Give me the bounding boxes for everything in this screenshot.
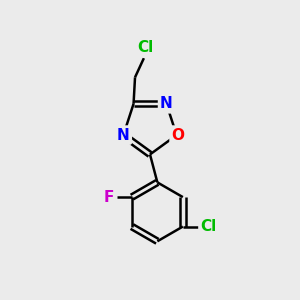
Text: F: F xyxy=(104,190,114,205)
Text: N: N xyxy=(117,128,130,142)
Text: N: N xyxy=(160,96,173,111)
Text: O: O xyxy=(172,128,184,142)
Text: Cl: Cl xyxy=(137,40,154,56)
Text: Cl: Cl xyxy=(201,219,217,234)
